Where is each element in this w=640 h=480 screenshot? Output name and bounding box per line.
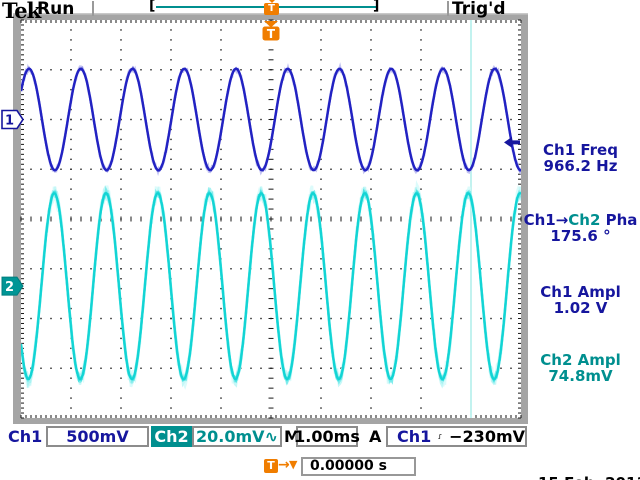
ch2-scale-readout[interactable]: 20.0mV∿ [192,426,282,447]
arrow-right-icon: → [278,457,290,473]
trigger-status: Trig'd [452,0,506,19]
rising-edge-icon [438,434,442,439]
ch1-scale-readout[interactable]: 500mV [46,426,149,447]
trigger-source: Ch1 [397,427,432,446]
trigger-position-readout[interactable]: 0.00000 s [301,457,416,476]
trigger-flag-label: T [267,27,276,41]
measurement-ch1-freq: Ch1 Freq 966.2 Hz [521,142,640,174]
record-view-left-bracket-icon: [ [149,0,156,14]
tek-logo: Tek [2,0,41,23]
ch2-ground-marker[interactable]: 2 [1,276,24,296]
triangle-down-icon: ▼ [289,458,298,471]
measurement-ch1-ch2-phase: Ch1→Ch2 Pha 175.6 ° [521,212,640,244]
datetime: 15 Feb 2011 17:29:28 [538,441,640,480]
trigger-system-label: A [369,427,382,446]
measurement-ch2-ampl: Ch2 Ampl 74.8mV [521,352,640,384]
trigger-settings-readout[interactable]: Ch1 −230mV [386,426,527,447]
measurement-value: 175.6 ° [550,227,611,245]
measurement-label: Ch1 Ampl [540,283,621,301]
ch2-marker-label: 2 [5,280,14,295]
measurement-value: 74.8mV [548,367,613,385]
timebase-readout[interactable]: 1.00ms [294,426,360,447]
measurement-label: Ch1 Freq [543,141,618,159]
topbar-divider [92,1,94,16]
vertical-cursor-line[interactable] [470,20,472,418]
measurement-value: 1.02 V [553,299,608,317]
ch1-waveform [21,62,521,177]
ch2-label: Ch2 [151,426,192,447]
record-view-right-bracket-icon: ] [373,0,380,14]
topbar-divider [447,1,449,16]
date-text: 15 Feb 2011 [538,475,640,480]
ch1-marker-label: 1 [5,114,14,129]
trigger-level: −230mV [449,427,525,446]
trigger-flag-icon: T [264,459,278,473]
ch1-ground-marker[interactable]: 1 [1,109,24,130]
ch1-label: Ch1 [8,427,43,446]
timebase-label: M [284,427,300,446]
measurement-label: Ch2 Ampl [540,351,621,369]
measurement-label: Ch1→Ch2 Pha [523,211,638,229]
trigger-position-marker[interactable]: T [262,21,280,41]
acquisition-status: Run [37,0,75,19]
trigger-level-arrow-icon[interactable] [504,136,520,148]
ch2-waveform [21,180,521,390]
trigger-position-flag-icon[interactable]: T [264,0,279,15]
measurement-value: 966.2 Hz [543,157,618,175]
measurement-ch1-ampl: Ch1 Ampl 1.02 V [521,284,640,316]
